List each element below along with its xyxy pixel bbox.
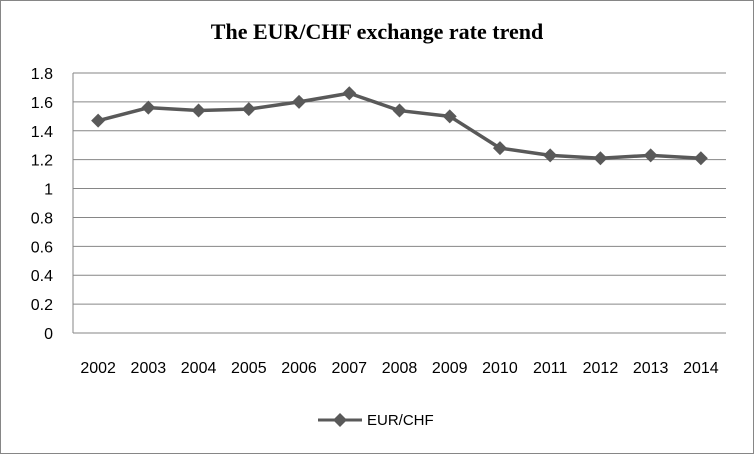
series-line	[97, 91, 701, 160]
legend-marker	[333, 413, 347, 427]
legend-label: EUR/CHF	[367, 412, 434, 429]
data-point	[191, 103, 206, 118]
y-tick-label: 1.2	[31, 153, 53, 170]
data-point	[442, 109, 457, 124]
y-tick-label: 1.4	[31, 124, 53, 141]
legend: EUR/CHF	[318, 412, 434, 429]
y-axis-ticks: 0 0.2 0.4 0.6 0.8 1 1.2 1.4 1.6 1.8	[31, 66, 53, 343]
data-point	[543, 148, 558, 163]
data-point	[593, 151, 608, 166]
x-tick-label: 2013	[633, 360, 669, 377]
x-tick-label: 2014	[683, 360, 719, 377]
x-axis-ticks: 2002 2003 2004 2005 2006 2007 2008 2009 2010 2011…	[80, 360, 718, 377]
x-tick-label: 2012	[583, 360, 619, 377]
x-tick-label: 2008	[382, 360, 418, 377]
data-point	[241, 102, 256, 117]
x-tick-label: 2006	[281, 360, 317, 377]
y-tick-label: 1	[44, 182, 53, 199]
x-tick-label: 2005	[231, 360, 267, 377]
data-point	[91, 113, 106, 128]
x-tick-label: 2003	[131, 360, 167, 377]
x-tick-label: 2004	[181, 360, 217, 377]
data-point	[342, 86, 357, 101]
x-tick-label: 2011	[533, 360, 568, 377]
y-tick-label: 0	[44, 326, 53, 343]
series-layer	[91, 86, 708, 166]
x-tick-label: 2009	[432, 360, 468, 377]
data-point	[141, 100, 156, 115]
x-tick-label: 2010	[482, 360, 518, 377]
data-point	[392, 103, 407, 118]
x-tick-label: 2007	[331, 360, 367, 377]
y-tick-label: 1.6	[31, 95, 53, 112]
y-tick-label: 0.8	[31, 210, 53, 227]
y-tick-label: 0.6	[31, 239, 53, 256]
y-tick-label: 0.2	[31, 297, 53, 314]
data-point	[292, 94, 307, 109]
y-tick-label: 0.4	[31, 268, 53, 285]
data-point	[492, 141, 507, 156]
y-tick-label: 1.8	[31, 66, 53, 83]
x-tick-label: 2002	[80, 360, 116, 377]
data-point	[643, 148, 658, 163]
gridlines	[72, 72, 726, 334]
chart-title: The EUR/CHF exchange rate trend	[211, 19, 543, 44]
data-point	[693, 151, 708, 166]
